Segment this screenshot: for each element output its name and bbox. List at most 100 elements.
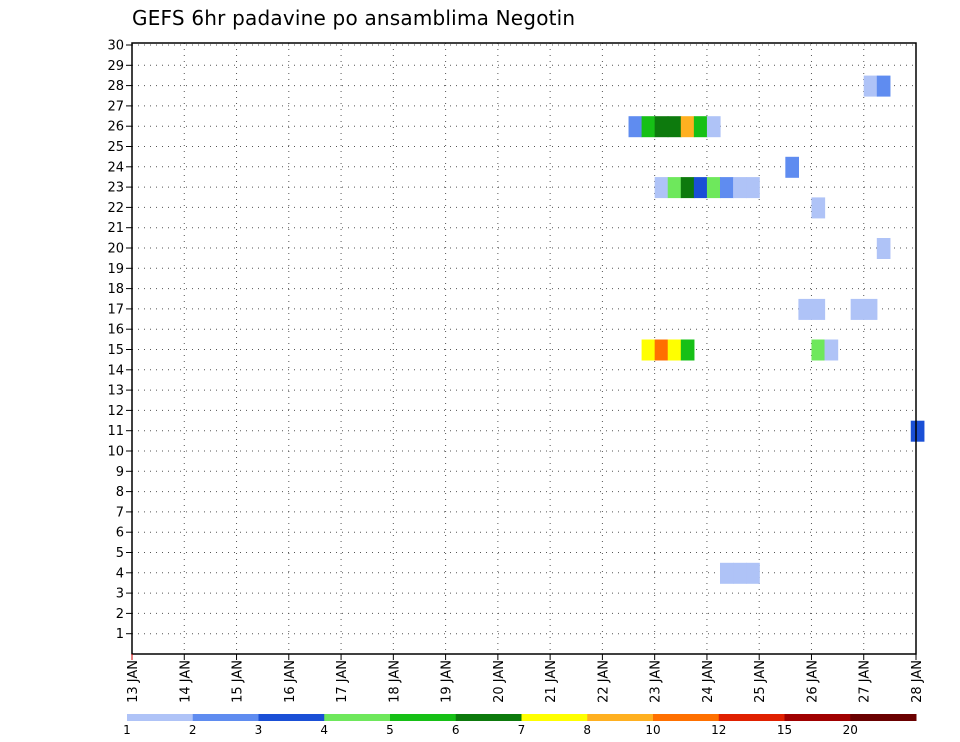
heatmap-cell [733,562,747,584]
x-tick-label: 20 JAN [492,660,507,703]
heatmap-cell [641,339,656,361]
y-tick-label: 26 [107,120,124,135]
x-tick-label: 13 JAN [126,660,141,703]
y-tick-label: 18 [107,282,124,297]
x-tick-label: 26 JAN [805,660,820,703]
heatmap-cell [720,562,734,584]
legend-swatch [258,714,325,721]
y-tick-label: 14 [107,363,124,378]
legend-label: 12 [711,723,726,737]
y-tick-label: 25 [107,140,124,155]
legend-swatch [521,714,588,721]
y-tick-label: 12 [107,404,124,419]
heatmap-cell [654,177,669,199]
y-tick-label: 7 [116,505,124,520]
heatmap-cell [811,339,826,361]
heatmap-cell [850,298,865,320]
legend-label: 1 [123,723,131,737]
y-tick-label: 28 [107,79,124,94]
plot-frame [131,42,917,655]
legend-swatch [653,714,720,721]
x-tick-label: 15 JAN [231,660,246,703]
heatmap-cell [693,116,708,138]
heatmap-cell [680,339,695,361]
heatmap-cell [720,177,734,199]
x-tick-label: 18 JAN [387,660,402,703]
x-tick-label: 22 JAN [596,660,611,703]
grid-lines [131,43,917,654]
legend-label: 8 [583,723,591,737]
heatmap-cell [680,116,695,138]
y-tick-label: 4 [116,566,124,581]
heatmap-cell [641,116,656,138]
x-tick-label: 28 JAN [910,660,925,703]
y-tick-label: 22 [107,201,124,216]
heatmap-cell [785,156,799,178]
heatmap-cell [746,177,760,199]
y-tick-label: 15 [107,343,124,358]
legend-swatch [784,714,851,721]
heatmap-cell [680,177,695,199]
heatmap-cell [798,298,813,320]
heatmap-cell [733,177,747,199]
heatmap-cell [654,339,669,361]
y-tick-label: 16 [107,323,124,338]
heatmap-cell [876,238,891,259]
heatmap-cell [863,75,878,97]
legend-label: 10 [645,723,660,737]
heatmap-cell [628,116,643,138]
x-tick-label: 16 JAN [283,660,298,703]
y-tick-label: 30 [107,39,124,54]
y-tick-label: 20 [107,242,124,257]
y-tick-label: 23 [107,181,124,196]
y-tick-label: 11 [107,424,124,439]
legend-swatch [127,714,194,721]
x-tick-label: 14 JAN [178,660,193,703]
y-tick-label: 8 [116,485,124,500]
legend-label: 15 [777,723,792,737]
y-tick-label: 1 [116,627,124,642]
heatmap-cell [910,420,925,442]
legend-swatch [192,714,259,721]
heatmap-cell [876,75,891,97]
legend-label: 3 [255,723,263,737]
y-tick-label: 17 [107,302,124,317]
heatmap-cell [811,197,826,219]
legend-swatch [587,714,654,721]
legend-label: 7 [518,723,526,737]
legend-label: 5 [386,723,394,737]
x-axis: 13 JAN 14 JAN 15 JAN 16 JAN 17 JAN 18 JAN 19 J… [126,654,925,703]
legend-label: 20 [843,723,858,737]
y-tick-label: 2 [116,607,124,622]
y-axis: 1234567891011121314151617181920212223242… [107,39,132,642]
legend-swatch [455,714,522,721]
x-tick-label: 25 JAN [753,660,768,703]
heatmap-cell [667,177,682,199]
y-tick-label: 9 [116,465,124,480]
heatmap-cell [863,298,878,320]
x-tick-label: 27 JAN [858,660,873,703]
x-tick-label: 24 JAN [701,660,716,703]
y-tick-label: 21 [107,221,124,236]
legend-label: 2 [189,723,197,737]
y-tick-label: 27 [107,99,124,114]
heatmap-cell [706,116,721,138]
legend-swatch [390,714,457,721]
y-tick-label: 10 [107,445,124,460]
legend-label: 4 [320,723,328,737]
y-tick-label: 13 [107,384,124,399]
heatmap-cell [746,562,760,584]
x-tick-label: 21 JAN [544,660,559,703]
y-tick-label: 29 [107,59,124,74]
y-tick-label: 5 [116,546,124,561]
x-tick-label: 17 JAN [335,660,350,703]
y-tick-label: 6 [116,526,124,541]
legend-swatch [850,714,917,721]
heatmap-cells [628,75,925,584]
color-legend: 1 2 3 4 5 6 7 8 10 12 15 20 [123,714,917,737]
heatmap-cell [693,177,708,199]
legend-label: 6 [452,723,460,737]
chart-title: GEFS 6hr padavine po ansamblima Negotin [132,6,576,30]
y-tick-label: 3 [116,587,124,602]
